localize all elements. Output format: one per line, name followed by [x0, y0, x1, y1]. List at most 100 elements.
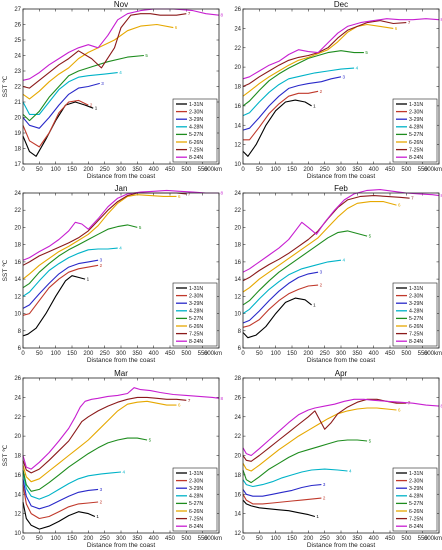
- series-line-1-31N: [242, 99, 312, 157]
- y-tick-label: 20: [234, 225, 241, 231]
- x-tick-label: 200: [303, 351, 314, 357]
- series-end-label: 1: [87, 277, 90, 282]
- legend-entry: 8-24N: [409, 339, 423, 345]
- y-tick-label: 14: [234, 512, 241, 518]
- series-line-5-27N: [22, 437, 148, 492]
- y-tick-label: 12: [14, 294, 21, 300]
- legend-entry: 3-29N: [409, 301, 423, 307]
- series-end-label: 7: [188, 11, 191, 16]
- x-tick-label: 250: [320, 536, 331, 542]
- x-axis-label: Distance from the coast: [87, 357, 155, 364]
- x-tick-label: 200: [303, 536, 314, 542]
- y-tick-label: 12: [234, 143, 241, 149]
- legend-entry: 1-31N: [189, 286, 203, 292]
- series-line-2-30N: [242, 284, 319, 328]
- plot-frame: [22, 377, 220, 534]
- series-line-7-25N: [242, 398, 407, 462]
- x-tick-label: 400: [149, 351, 160, 357]
- legend-entry: 4-28N: [189, 125, 203, 131]
- series-line-8-24N: [242, 398, 440, 457]
- series-line-8-24N: [22, 387, 220, 470]
- x-tick-label: 600km: [204, 167, 222, 173]
- series-end-label: 5: [139, 225, 142, 230]
- series-line-5-27N: [242, 230, 368, 306]
- series-end-label: 4: [119, 70, 122, 75]
- series-line-4-28N: [22, 471, 122, 500]
- legend-entry: 3-29N: [189, 117, 203, 123]
- y-tick-label: 26: [14, 376, 21, 382]
- series-line-8-24N: [242, 189, 440, 273]
- legend-entry: 3-29N: [409, 117, 423, 123]
- x-tick-label: 400: [369, 351, 380, 357]
- x-tick-label: 100: [271, 536, 282, 542]
- x-tick-label: 0: [21, 536, 25, 542]
- x-tick-label: 200: [83, 351, 94, 357]
- legend-entry: 4-28N: [409, 494, 423, 500]
- x-tick-label: 350: [352, 351, 363, 357]
- y-tick-label: 22: [234, 434, 241, 440]
- y-tick-label: 14: [14, 277, 21, 283]
- series-end-label: 6: [178, 403, 181, 408]
- series-end-label: 7: [188, 398, 191, 403]
- series-line-5-27N: [22, 224, 138, 289]
- x-tick-label: 600km: [424, 167, 442, 173]
- y-tick-label: 22: [234, 46, 241, 52]
- legend-entry: 5-27N: [409, 316, 423, 322]
- y-tick-label: 18: [14, 147, 21, 153]
- legend-entry: 2-30N: [189, 478, 203, 484]
- series-line-3-29N: [22, 82, 100, 129]
- x-tick-label: 300: [336, 536, 347, 542]
- x-tick-label: 300: [116, 536, 127, 542]
- series-line-7-25N: [22, 396, 187, 474]
- y-tick-label: 16: [234, 104, 241, 110]
- x-tick-label: 600km: [204, 351, 222, 357]
- x-tick-label: 600km: [424, 351, 442, 357]
- x-tick-label: 250: [100, 167, 111, 173]
- series-end-label: 7: [411, 196, 414, 201]
- y-tick-label: 10: [234, 162, 241, 168]
- y-tick-label: 12: [234, 294, 241, 300]
- series-end-label: 2: [320, 89, 323, 94]
- y-tick-label: 26: [234, 395, 241, 401]
- legend-entry: 2-30N: [409, 293, 423, 299]
- y-tick-label: 24: [234, 415, 241, 421]
- series-end-label: 3: [343, 74, 346, 79]
- x-tick-label: 100: [51, 351, 62, 357]
- series-line-3-29N: [22, 259, 99, 309]
- y-tick-label: 18: [14, 454, 21, 460]
- x-tick-label: 150: [287, 351, 298, 357]
- series-line-4-28N: [22, 72, 118, 115]
- x-tick-label: 400: [149, 167, 160, 173]
- legend-entry: 5-27N: [189, 501, 203, 507]
- series-line-2-30N: [243, 90, 319, 141]
- y-tick-label: 16: [234, 260, 241, 266]
- series-end-label: 6: [398, 407, 401, 412]
- legend-entry: 5-27N: [189, 316, 203, 322]
- chart-title: Apr: [335, 369, 348, 378]
- x-tick-label: 50: [36, 167, 43, 173]
- series-line-7-25N: [242, 195, 410, 282]
- series-end-label: 8: [441, 193, 442, 198]
- legend-box: [392, 98, 438, 163]
- series-end-label: 1: [313, 302, 316, 307]
- series-line-6-26N: [242, 407, 397, 472]
- y-axis-label: SST ℃: [2, 259, 9, 281]
- y-tick-label: 20: [234, 65, 241, 71]
- y-tick-label: 24: [14, 395, 21, 401]
- legend-entry: 4-28N: [409, 125, 423, 131]
- series-end-label: 2: [90, 103, 93, 108]
- series-end-label: 5: [145, 53, 148, 58]
- legend-entry: 3-29N: [189, 301, 203, 307]
- legend-entry: 6-26N: [409, 509, 423, 515]
- x-tick-label: 150: [67, 167, 78, 173]
- x-tick-label: 200: [303, 167, 314, 173]
- series-line-1-31N: [242, 499, 316, 518]
- y-tick-label: 12: [14, 512, 21, 518]
- chart-title: Nov: [114, 0, 128, 9]
- x-tick-label: 450: [385, 536, 396, 542]
